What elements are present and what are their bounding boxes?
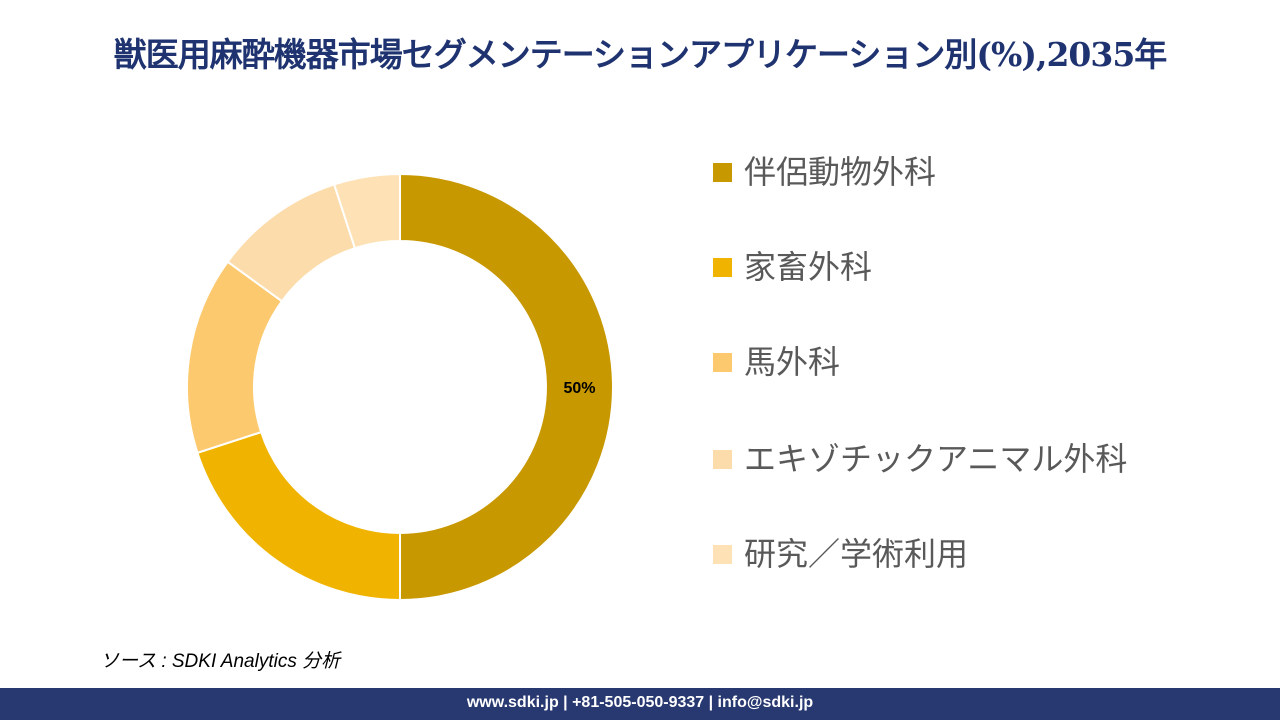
footer-contact: www.sdki.jp | +81-505-050-9337 | info@sd… [466, 694, 814, 711]
legend-swatch [713, 163, 732, 182]
legend-label: 研究／学術利用 [744, 535, 969, 573]
legend-swatch [713, 258, 732, 277]
legend-label: 馬外科 [744, 343, 841, 381]
legend-swatch [713, 450, 732, 469]
footer-bar: www.sdki.jp | +81-505-050-9337 | info@sd… [0, 688, 1280, 720]
legend-label: エキゾチックアニマル外科 [744, 440, 1128, 478]
source-note: ソース : SDKI Analytics 分析 [100, 651, 341, 672]
data-label: 50% [563, 380, 595, 397]
donut-slice [332, 172, 401, 250]
legend-label: 伴侶動物外科 [744, 153, 937, 191]
legend-label: 家畜外科 [744, 248, 873, 286]
legend-swatch [713, 545, 732, 564]
chart-title: 獣医用麻酔機器市場セグメンテーションアプリケーション別(%),2035年 [113, 35, 1168, 74]
legend-swatch [713, 353, 732, 372]
donut-slice [196, 430, 401, 602]
donut-chart: 50% [186, 172, 614, 602]
donut-slice [399, 172, 614, 602]
